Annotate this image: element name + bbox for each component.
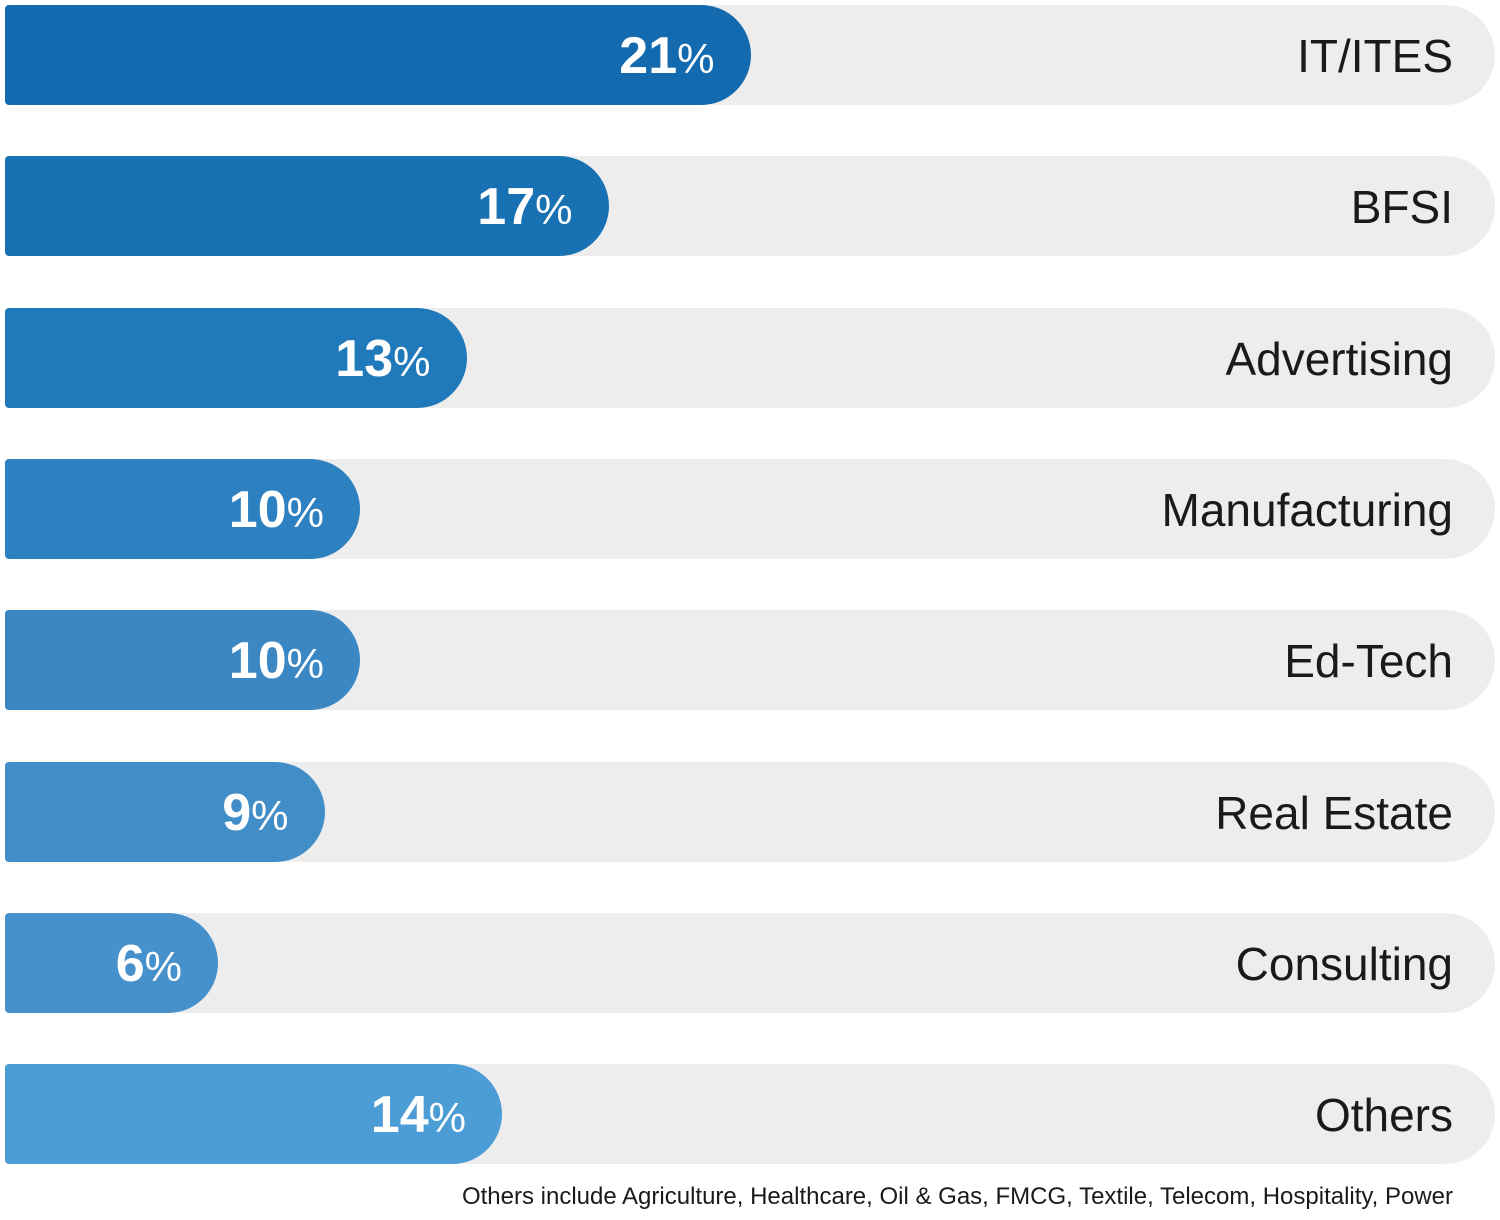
category-label-advertising: Advertising: [1225, 332, 1453, 385]
bar-track-consulting: 6% Consulting: [5, 912, 1495, 1013]
category-label-manufacturing: Manufacturing: [1161, 483, 1454, 536]
bar-real-estate: 9%: [5, 761, 325, 862]
data-label-consulting: 6%: [116, 913, 182, 1013]
data-label-bfsi: 17%: [477, 156, 572, 256]
data-label-value: 10: [228, 632, 287, 691]
bar-track-real-estate: 9% Real Estate: [5, 761, 1495, 862]
bar-track-others: 14% Others: [5, 1064, 1495, 1165]
bar-others: 14%: [5, 1064, 502, 1165]
data-label-suffix: %: [251, 791, 289, 839]
data-label-value: 9: [222, 783, 252, 842]
data-label-suffix: %: [286, 488, 324, 536]
category-label-it-ites: IT/ITES: [1297, 30, 1453, 82]
data-label-suffix: %: [535, 186, 573, 234]
data-label-suffix: %: [286, 640, 324, 688]
category-label-ed-tech: Ed-Tech: [1284, 635, 1453, 688]
bar-ed-tech: 10%: [5, 610, 360, 711]
data-label-value: 17: [477, 178, 536, 237]
data-label-manufacturing: 10%: [229, 459, 324, 559]
category-label-others: Others: [1314, 1089, 1453, 1142]
bar-it-ites: 21%: [5, 5, 751, 105]
data-label-value: 21: [619, 27, 678, 85]
data-label-ed-tech: 10%: [229, 610, 324, 710]
data-label-value: 13: [335, 329, 394, 388]
data-label-others: 14%: [371, 1064, 466, 1164]
data-label-value: 10: [228, 480, 287, 539]
data-label-suffix: %: [428, 1094, 466, 1142]
data-label-suffix: %: [393, 337, 431, 385]
data-label-real-estate: 9%: [222, 762, 288, 862]
bar-bfsi: 17%: [5, 156, 609, 257]
data-label-it-ites: 21%: [619, 5, 714, 105]
category-label-consulting: Consulting: [1235, 937, 1453, 990]
category-label-bfsi: BFSI: [1350, 181, 1453, 234]
footnote: Others include Agriculture, Healthcare, …: [461, 1183, 1453, 1210]
data-label-value: 14: [370, 1086, 429, 1145]
data-label-advertising: 13%: [335, 308, 430, 408]
bar-manufacturing: 10%: [5, 458, 360, 559]
bar-advertising: 13%: [5, 307, 467, 408]
bar-consulting: 6%: [5, 912, 218, 1013]
data-label-suffix: %: [677, 35, 715, 82]
bar-track-advertising: 13% Advertising: [5, 307, 1495, 408]
bar-track-manufacturing: 10% Manufacturing: [5, 458, 1495, 559]
data-label-value: 6: [115, 934, 145, 993]
category-label-real-estate: Real Estate: [1215, 786, 1453, 839]
data-label-suffix: %: [144, 942, 182, 990]
bar-track-bfsi: 17% BFSI: [5, 156, 1495, 257]
bar-track-it-ites: 21% IT/ITES: [5, 5, 1495, 105]
bar-track-ed-tech: 10% Ed-Tech: [5, 610, 1495, 711]
